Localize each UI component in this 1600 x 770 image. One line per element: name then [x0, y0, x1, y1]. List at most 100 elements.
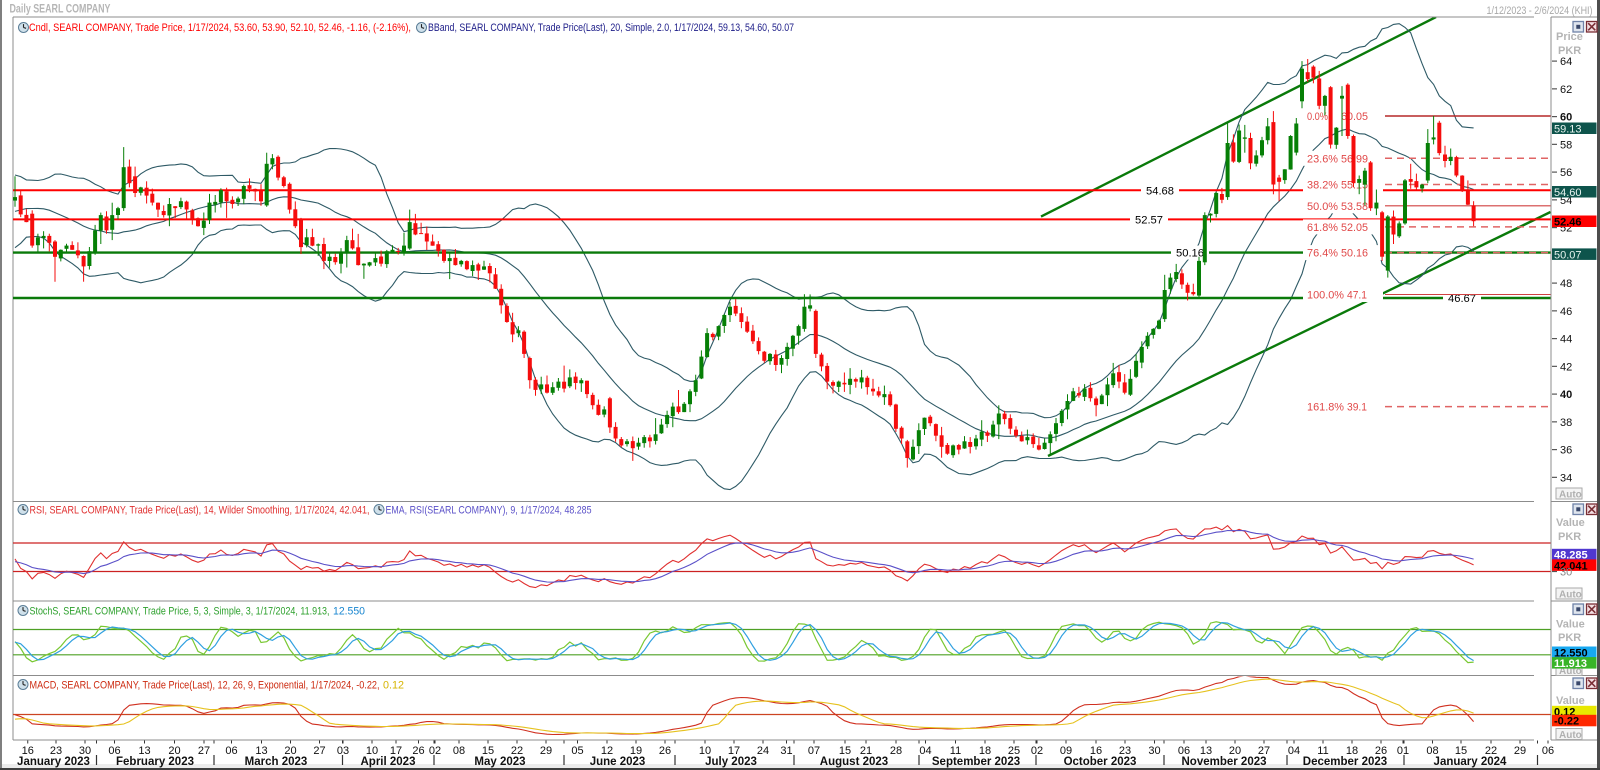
svg-text:20: 20 [284, 745, 296, 757]
svg-text:38: 38 [1560, 417, 1572, 429]
svg-text:48: 48 [1560, 278, 1572, 290]
svg-text:21: 21 [860, 745, 872, 757]
svg-text:20: 20 [168, 745, 180, 757]
svg-text:47.1: 47.1 [1347, 290, 1367, 302]
svg-text:23: 23 [1119, 745, 1131, 757]
svg-text:Price: Price [1556, 31, 1583, 43]
svg-text:44: 44 [1560, 334, 1572, 346]
svg-text:Auto: Auto [1559, 666, 1582, 677]
svg-text:50.07: 50.07 [1554, 249, 1582, 261]
svg-text:31: 31 [780, 745, 792, 757]
svg-text:52.46: 52.46 [1554, 216, 1582, 228]
svg-text:39.1: 39.1 [1347, 402, 1367, 414]
svg-text:64: 64 [1560, 56, 1572, 68]
svg-text:May 2023: May 2023 [474, 756, 525, 768]
svg-text:Auto: Auto [1559, 490, 1582, 501]
svg-text:April 2023: April 2023 [361, 756, 416, 768]
svg-text:29: 29 [1514, 745, 1526, 757]
svg-text:22: 22 [1485, 745, 1497, 757]
svg-text:54.60: 54.60 [1554, 187, 1582, 199]
svg-text:04: 04 [1288, 745, 1300, 757]
svg-text:07: 07 [808, 745, 820, 757]
svg-text:08: 08 [453, 745, 465, 757]
svg-text:04: 04 [919, 745, 931, 757]
svg-text:26: 26 [412, 745, 424, 757]
svg-text:61.8%: 61.8% [1307, 222, 1338, 234]
svg-text:16: 16 [22, 745, 34, 757]
svg-text:February 2023: February 2023 [116, 756, 194, 768]
svg-text:50.16: 50.16 [1176, 248, 1204, 260]
svg-text:Value: Value [1556, 619, 1585, 631]
svg-text:24: 24 [757, 745, 769, 757]
svg-text:03: 03 [337, 745, 349, 757]
svg-text:10: 10 [699, 745, 711, 757]
svg-text:16: 16 [1090, 745, 1102, 757]
svg-text:0.12: 0.12 [383, 680, 404, 692]
svg-text:161.8%: 161.8% [1307, 402, 1344, 414]
svg-text:11: 11 [1317, 745, 1328, 757]
svg-text:13: 13 [138, 745, 150, 757]
svg-text:PKR: PKR [1558, 531, 1581, 543]
svg-text:22: 22 [511, 745, 523, 757]
svg-text:27: 27 [198, 745, 210, 757]
svg-text:StochS, SEARL COMPANY, Trade P: StochS, SEARL COMPANY, Trade Price, 5, 3… [30, 606, 330, 618]
svg-text:September 2023: September 2023 [932, 756, 1020, 768]
svg-text:60: 60 [1560, 112, 1572, 124]
svg-text:53.58: 53.58 [1341, 201, 1368, 213]
svg-text:PKR: PKR [1558, 632, 1581, 644]
svg-text:50.0%: 50.0% [1307, 201, 1338, 213]
svg-text:34: 34 [1560, 472, 1572, 484]
svg-text:46.67: 46.67 [1448, 293, 1476, 305]
svg-text:Auto: Auto [1559, 590, 1582, 601]
svg-text:BBand, SEARL COMPANY, Trade Pr: BBand, SEARL COMPANY, Trade Price(Last),… [428, 22, 794, 34]
svg-text:62: 62 [1560, 84, 1572, 96]
svg-text:19: 19 [630, 745, 642, 757]
svg-text:October 2023: October 2023 [1064, 756, 1137, 768]
svg-text:March 2023: March 2023 [245, 756, 308, 768]
svg-text:40: 40 [1560, 389, 1572, 401]
svg-text:12: 12 [601, 745, 613, 757]
svg-text:25: 25 [1008, 745, 1020, 757]
svg-text:36: 36 [1560, 445, 1572, 457]
svg-text:23.6%: 23.6% [1307, 153, 1338, 165]
svg-text:46: 46 [1560, 306, 1572, 318]
svg-text:05: 05 [571, 745, 583, 757]
svg-text:January 2024: January 2024 [1434, 756, 1507, 768]
svg-text:18: 18 [979, 745, 991, 757]
svg-text:10: 10 [366, 745, 378, 757]
svg-text:20: 20 [1229, 745, 1241, 757]
svg-text:13: 13 [1200, 745, 1212, 757]
svg-text:100.0%: 100.0% [1307, 290, 1344, 302]
svg-text:01: 01 [1397, 745, 1409, 757]
svg-text:06: 06 [1542, 745, 1554, 757]
svg-text:PKR: PKR [1558, 45, 1581, 57]
svg-text:42: 42 [1560, 361, 1572, 373]
svg-text:December 2023: December 2023 [1303, 756, 1387, 768]
svg-text:59.13: 59.13 [1554, 123, 1582, 135]
svg-text:60.05: 60.05 [1341, 111, 1368, 123]
svg-text:54: 54 [1560, 195, 1572, 207]
svg-text:15: 15 [839, 745, 851, 757]
svg-text:-0.22: -0.22 [1554, 716, 1579, 728]
svg-text:06: 06 [108, 745, 120, 757]
svg-text:26: 26 [659, 745, 671, 757]
svg-text:54.68: 54.68 [1146, 185, 1174, 197]
svg-text:MACD, SEARL COMPANY, Trade Pri: MACD, SEARL COMPANY, Trade Price(Last), … [30, 680, 380, 692]
svg-text:02: 02 [429, 745, 441, 757]
svg-text:30: 30 [1148, 745, 1160, 757]
svg-text:56: 56 [1560, 167, 1572, 179]
svg-text:02: 02 [1031, 745, 1043, 757]
svg-text:38.2%: 38.2% [1307, 180, 1338, 192]
svg-text:09: 09 [1060, 745, 1072, 757]
svg-text:12.550: 12.550 [333, 606, 365, 618]
svg-text:55.15: 55.15 [1341, 180, 1368, 192]
svg-text:52.57: 52.57 [1135, 214, 1163, 226]
svg-text:52.05: 52.05 [1341, 222, 1368, 234]
svg-text:30: 30 [79, 745, 91, 757]
svg-text:28: 28 [890, 745, 902, 757]
svg-text:29: 29 [540, 745, 552, 757]
svg-text:January 2023: January 2023 [17, 756, 90, 768]
svg-text:Cndl, SEARL COMPANY, Trade Pri: Cndl, SEARL COMPANY, Trade Price, 1/17/2… [29, 22, 411, 34]
svg-text:08: 08 [1426, 745, 1438, 757]
svg-text:15: 15 [482, 745, 494, 757]
